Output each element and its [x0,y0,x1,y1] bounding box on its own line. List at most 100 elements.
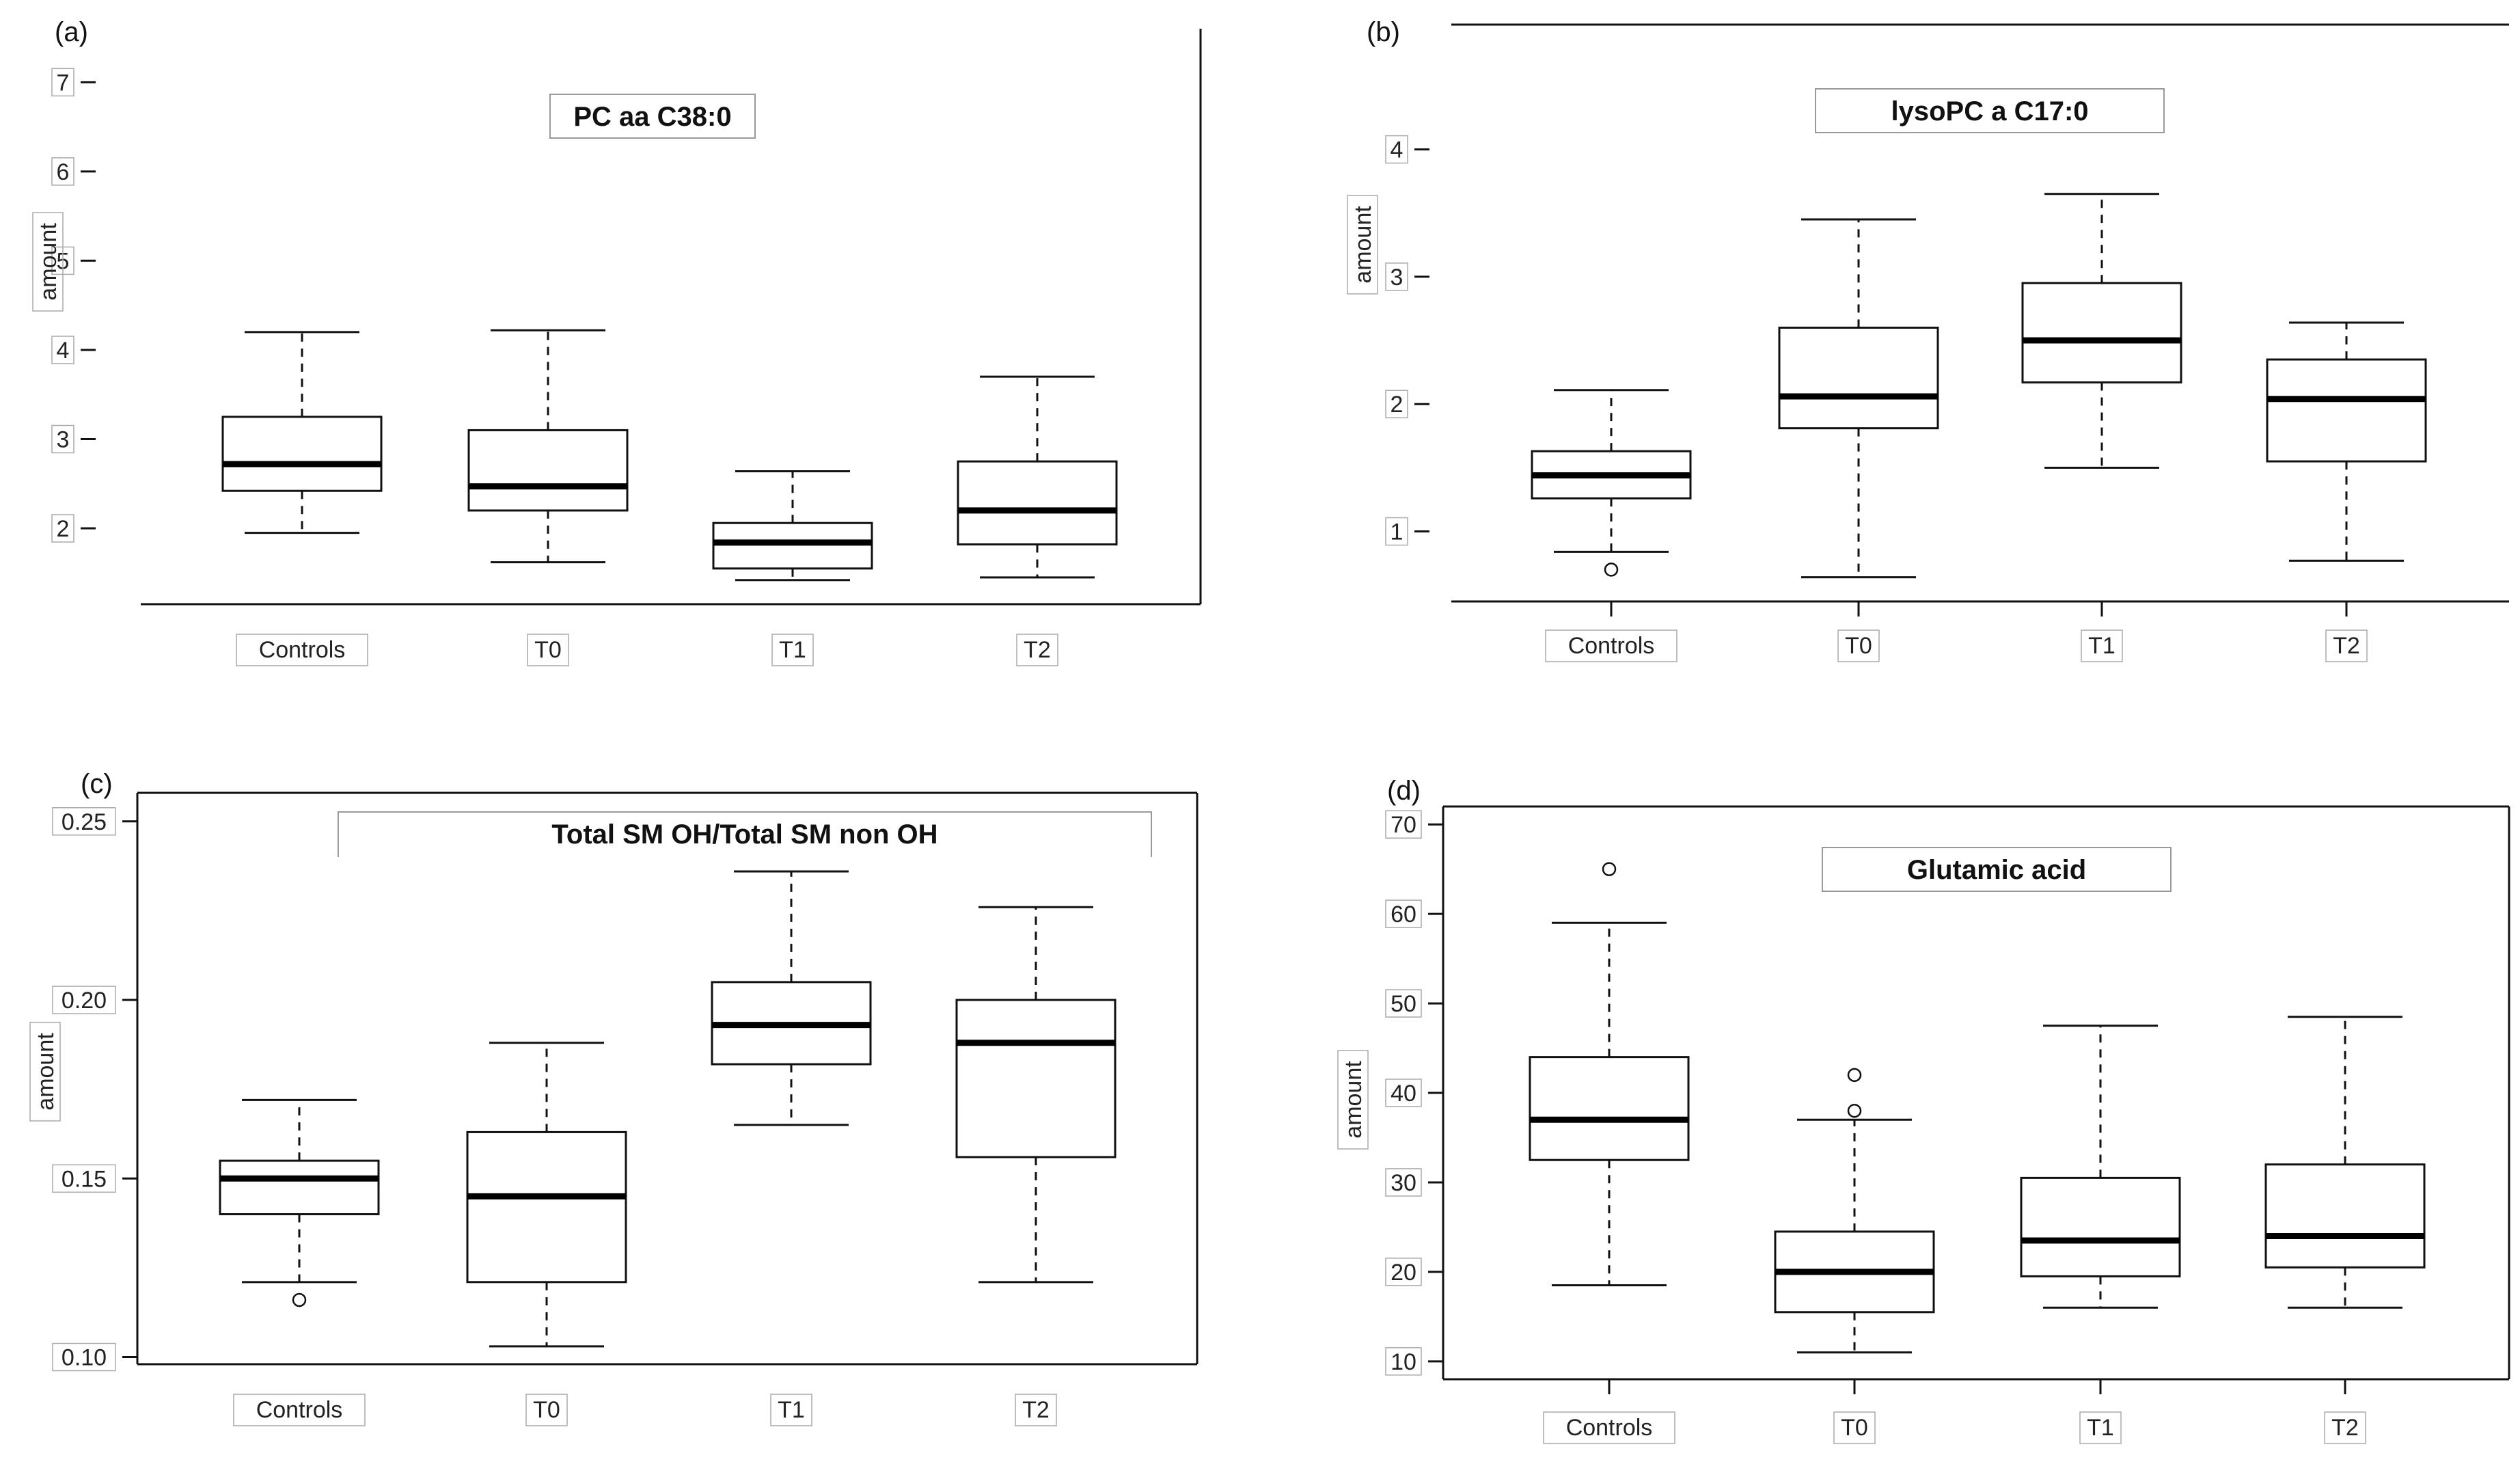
x-tick-label-box [525,1394,568,1426]
iqr-box [957,460,1118,546]
chart-title: Glutamic acid [1907,855,2086,885]
y-tick-label-box [1385,517,1408,546]
box-t2: T2 [955,906,1117,1426]
y-tick-label: 2 [1391,392,1403,418]
x-tick-label: T1 [2088,633,2115,659]
box-t2: T2 [957,375,1118,666]
x-tick-label: Controls [256,1397,343,1423]
x-tick-label-box [1833,1411,1876,1444]
iqr-box [1529,1056,1690,1161]
y-tick-label: 3 [57,426,70,452]
y-tick-label: 3 [1391,265,1403,290]
y-tick-label: 30 [1391,1170,1416,1196]
iqr-box [219,1159,380,1216]
x-tick-label: T2 [2331,1415,2359,1441]
x-tick-label-box [771,634,814,666]
y-tick-label-box [52,1164,116,1193]
x-tick-label: T2 [2333,633,2360,659]
box-t0: T0 [467,329,629,666]
x-tick-label: T0 [1841,1415,1868,1441]
y-tick-label-box [52,986,116,1014]
outlier-point [1602,862,1617,876]
y-tick-label: 40 [1391,1081,1416,1107]
panel-label: (b) [1367,17,1400,47]
x-tick-label-box [2081,629,2123,662]
y-tick-label-box [52,1342,116,1372]
x-tick-label-box [527,634,569,666]
y-tick-label-box [1385,1079,1422,1107]
y-tick-label-box [1385,989,1422,1018]
box-t2: T2 [2264,1016,2426,1444]
x-tick-label-box [236,634,368,666]
chart-title: PC aa C38:0 [573,102,731,132]
y-axis-label: amount [1341,1061,1367,1139]
y-tick-label-box [1385,262,1408,291]
box-t1: T1 [711,870,872,1426]
y-tick-label: 1 [1391,519,1403,545]
x-tick-label-box [233,1394,366,1426]
y-tick-label: 70 [1391,812,1416,838]
y-tick-label-box [1385,1168,1422,1197]
y-axis-label: amount [1350,206,1376,284]
x-tick-label: T0 [534,637,562,663]
y-axis-label-box [1347,195,1378,295]
x-tick-label-box [2325,629,2368,662]
y-tick-label: 6 [57,159,70,185]
x-tick-label: T1 [779,637,806,663]
x-tick-label-box [1543,1411,1675,1444]
y-tick-label-box [51,514,74,543]
iqr-box [2264,1163,2426,1269]
y-tick-label: 0.15 [61,1166,107,1192]
x-tick-label: T0 [1845,633,1872,659]
panel-label: (a) [55,17,88,47]
x-tick-label: T0 [533,1397,560,1423]
outlier-point [1847,1068,1862,1083]
outlier-point [292,1292,307,1307]
x-tick-label-box [770,1394,812,1426]
box-controls: Controls [219,1098,380,1426]
boxplot-panel: 10 20 30 40 50 60 70 amount (d) Glutamic acid Cont… [1337,776,2510,1444]
box-t1: T1 [712,470,873,666]
box-controls: Controls [221,331,383,666]
panel-label: (c) [81,769,113,799]
y-tick-label: 0.25 [61,809,107,835]
iqr-box [466,1130,627,1284]
y-axis-label-box [32,212,64,312]
title-box [549,94,756,139]
iqr-box [2266,358,2427,463]
y-tick-label-box [1385,390,1408,418]
y-tick-label: 20 [1391,1260,1416,1286]
x-tick-label: Controls [259,637,346,663]
x-tick-label-box [2324,1411,2366,1444]
x-tick-label-box [1015,1394,1057,1426]
y-tick-label-box [51,157,74,186]
y-tick-label-box [1385,899,1422,928]
y-tick-label-box [1385,135,1408,164]
iqr-box [2020,1176,2181,1277]
boxplot-panel: 0.10 0.15 0.20 0.25 amount (c) Total SM OH/Tot… [29,769,1199,1426]
iqr-box [1778,326,1939,430]
iqr-box [955,999,1117,1158]
y-tick-label-box [1385,1258,1422,1286]
box-t2: T2 [2266,321,2427,662]
y-tick-label: 7 [57,70,70,96]
y-tick-label: 4 [57,338,70,364]
y-tick-label-box [1385,810,1422,839]
panel-label: (d) [1387,776,1421,806]
y-tick-label: 0.10 [61,1345,107,1371]
box-t1: T1 [2021,193,2182,662]
x-tick-label: T2 [1022,1397,1050,1423]
y-axis-label-box [1337,1050,1369,1150]
title-box [1815,88,2165,133]
x-tick-label: T2 [1024,637,1051,663]
box-t0: T0 [1778,218,1939,662]
y-tick-label-box [52,807,116,836]
box-controls: Controls [1531,389,1692,662]
title-box [1822,847,2172,892]
y-axis-label: amount [36,223,61,301]
x-tick-label: T1 [778,1397,805,1423]
chart-title: lysoPC a C17:0 [1891,96,2088,126]
